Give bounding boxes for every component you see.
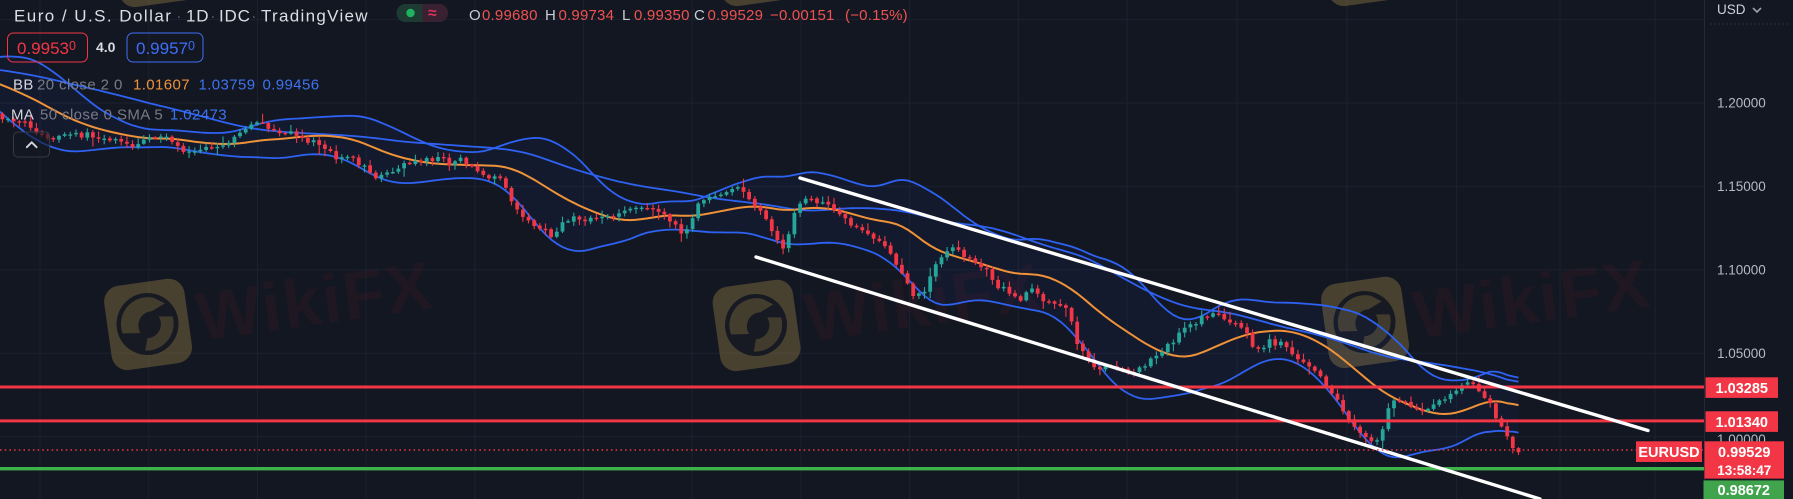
svg-text:0.99530: 0.99530	[17, 39, 76, 58]
svg-text:0.99529: 0.99529	[1718, 445, 1770, 461]
svg-text:EURUSD: EURUSD	[1638, 445, 1699, 461]
svg-text:0.99570: 0.99570	[136, 39, 195, 58]
svg-text:1.15000: 1.15000	[1717, 179, 1766, 194]
svg-text:1.20000: 1.20000	[1717, 96, 1766, 111]
svg-text:USD: USD	[1717, 2, 1746, 17]
svg-text:0.98672: 0.98672	[1718, 483, 1770, 499]
svg-text:4.0: 4.0	[96, 39, 116, 55]
svg-text:1.05000: 1.05000	[1717, 346, 1766, 361]
svg-text:1.03285: 1.03285	[1716, 381, 1768, 397]
svg-text:≈: ≈	[428, 5, 437, 22]
svg-text:1.01340: 1.01340	[1716, 415, 1768, 431]
svg-text:1.10000: 1.10000	[1717, 262, 1766, 277]
svg-text:13:58:47: 13:58:47	[1717, 463, 1771, 478]
svg-text:Euro / U.S. Dollar·1D·IDC·Trad: Euro / U.S. Dollar · 1D· IDC· TradingView	[14, 7, 369, 26]
